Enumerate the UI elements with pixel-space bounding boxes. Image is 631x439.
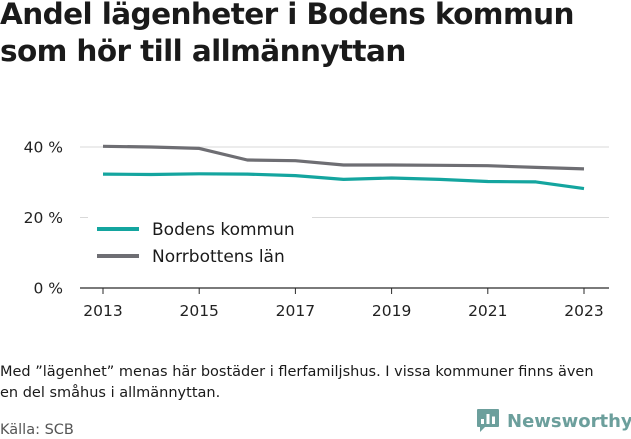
series-line-norrbottens-lan [102,144,585,171]
brand-name: Newsworthy [507,410,631,432]
bar-chart-speech-bubble-icon [477,409,499,432]
x-tick-label: 2013 [83,302,122,320]
source-label: Källa: SCB [0,422,74,438]
legend-label: Bodens kommun [152,220,295,240]
chart-title: Andel lägenheter i Bodens kommun som hör… [0,0,574,68]
newsworthy-logo: Newsworthy [476,408,631,434]
y-tick-label: 40 % [24,139,63,157]
chart-note: Med ”lägenhet” menas här bostäder i fler… [0,364,594,401]
series-line-bodens-kommun [102,172,585,191]
x-tick-label: 2017 [276,302,315,320]
y-tick-label: 0 % [33,280,63,298]
x-tick-label: 2021 [468,302,507,320]
line-chart: 0 % 20 % 40 % 2013 2015 2017 2019 2021 2023 Bod… [24,139,609,320]
y-axis-ticks: 0 % 20 % 40 % [24,139,63,298]
x-tick-label: 2019 [372,302,411,320]
x-axis-ticks: 2013 2015 2017 2019 2021 2023 [83,288,604,320]
legend-background [88,212,312,274]
legend: Bodens kommun Norrbottens län [88,212,312,274]
x-tick-label: 2023 [564,302,603,320]
legend-label: Norrbottens län [152,247,285,267]
y-tick-label: 20 % [24,209,63,227]
x-tick-label: 2015 [179,302,218,320]
series-lines [102,144,585,191]
